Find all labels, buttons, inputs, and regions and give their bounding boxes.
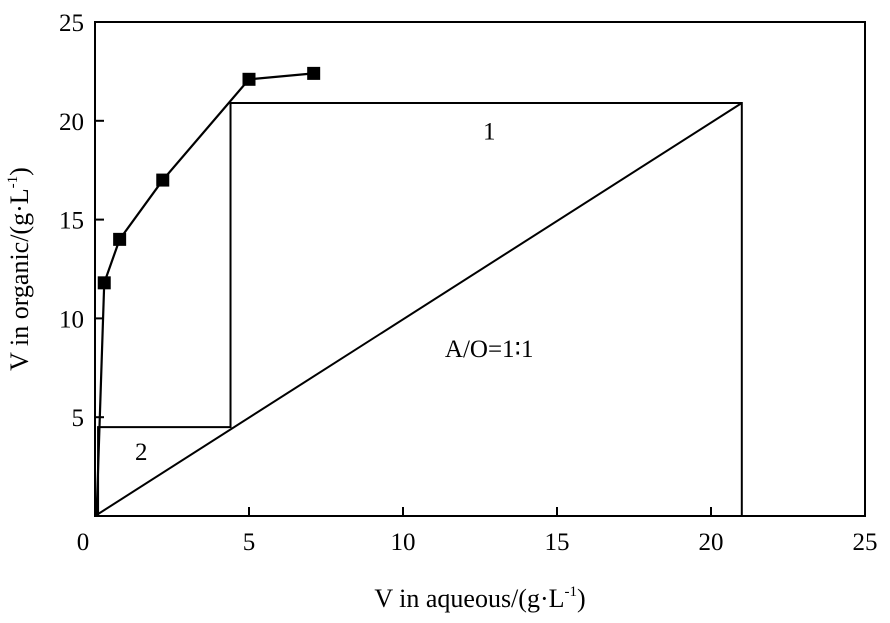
- x-tick-label: 25: [853, 529, 878, 556]
- data-point: [113, 232, 127, 246]
- y-axis-title: V in organic/(g·L-1): [5, 167, 34, 371]
- x-tick-label: 10: [391, 529, 416, 556]
- y-tick-label: 25: [59, 10, 84, 37]
- y-tick-label: 10: [59, 306, 84, 333]
- y-tick-label: 20: [59, 109, 84, 136]
- tick-labels: 0 5 10 15 20 25 5 10 15 20 25: [59, 10, 878, 556]
- operating-line: [94, 102, 743, 517]
- equilibrium-curve: [95, 72, 314, 517]
- x-tick-label: 20: [699, 529, 724, 556]
- plot-markers: [97, 66, 321, 290]
- ticks: [94, 21, 866, 517]
- y-tick-label: 15: [59, 208, 84, 235]
- data-point: [242, 72, 256, 86]
- plot-frame: [94, 21, 866, 517]
- annotations: 1 A/O=1∶1 2: [135, 119, 534, 466]
- data-point: [307, 66, 321, 80]
- data-point: [156, 173, 170, 187]
- x-tick-label: 15: [545, 529, 570, 556]
- annotation-label: 2: [135, 439, 148, 466]
- annotation-label: A/O=1∶1: [445, 336, 534, 363]
- x-axis-title: V in aqueous/(g·L-1): [374, 584, 585, 613]
- plot-lines: [94, 72, 743, 517]
- data-point: [97, 276, 111, 290]
- x-tick-label: 0: [77, 529, 90, 556]
- x-tick-label: 5: [243, 529, 256, 556]
- y-tick-label: 5: [72, 405, 85, 432]
- annotation-label: 1: [483, 119, 496, 146]
